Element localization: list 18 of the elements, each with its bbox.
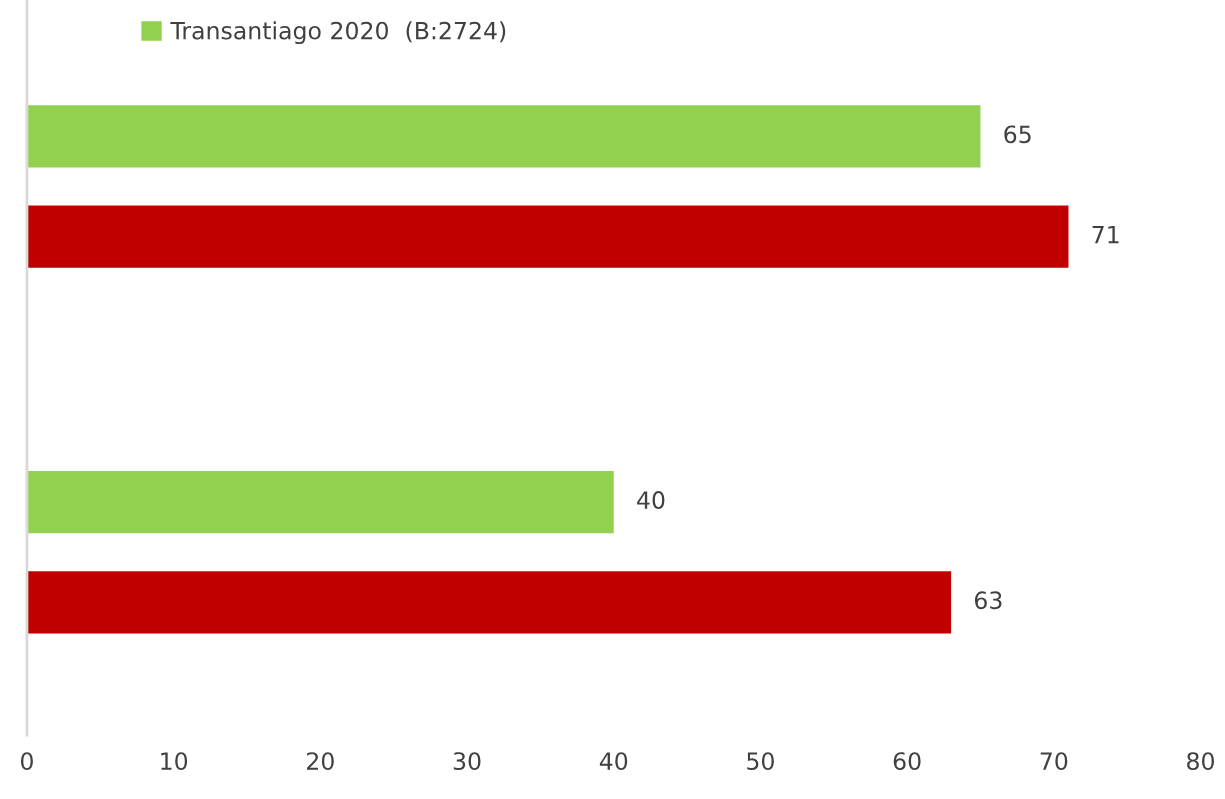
x-tick-label: 30 [453, 752, 481, 771]
x-tick-label: 70 [1040, 752, 1068, 771]
data-label: 71 [1092, 225, 1119, 244]
bar [26, 571, 952, 634]
data-label: 65 [1004, 125, 1031, 144]
x-tick-label: 50 [747, 752, 774, 771]
x-tick-label: 60 [893, 752, 921, 771]
x-tick-label: 40 [599, 752, 628, 771]
x-tick-label: 10 [161, 752, 188, 771]
data-label: 63 [974, 591, 1002, 610]
x-tick-label: 80 [1187, 752, 1214, 771]
x-tick-label: 0 [21, 752, 33, 771]
bar [26, 205, 1069, 268]
legend-label: Transantiago 2020 (B:2724) [170, 21, 506, 45]
data-label: 40 [637, 491, 665, 509]
bar [26, 105, 981, 168]
x-tick-label: 20 [307, 752, 334, 771]
bar [26, 471, 614, 534]
